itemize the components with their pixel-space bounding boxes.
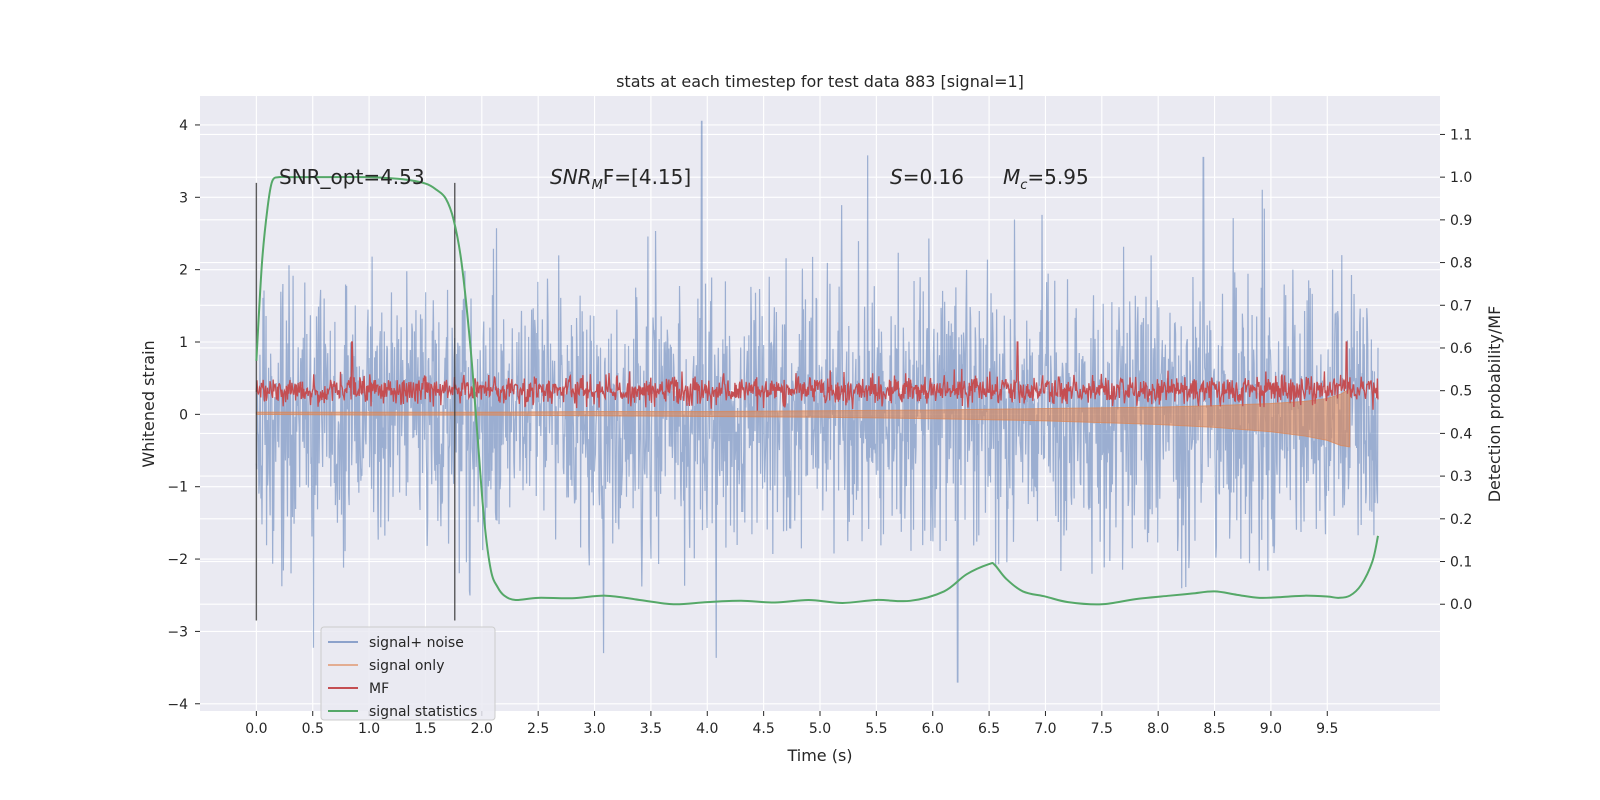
y2-tick-label: 0.3 <box>1450 469 1472 485</box>
x-tick-label: 5.5 <box>865 721 887 737</box>
x-tick-label: 9.5 <box>1316 721 1338 737</box>
y-axis-label: Whitened strain <box>139 340 158 467</box>
y-tick-label: −1 <box>167 480 188 496</box>
chart-title: stats at each timestep for test data 883… <box>616 72 1024 91</box>
y2-tick-label: 0.4 <box>1450 426 1472 442</box>
x-tick-label: 3.0 <box>583 721 605 737</box>
overlay-layer <box>255 175 1379 621</box>
y-tick-label: −2 <box>167 552 188 568</box>
legend: signal+ noise signal only MF signal statist… <box>320 626 496 721</box>
x-tick-label: 1.5 <box>414 721 436 737</box>
y-tick-label: 3 <box>179 190 188 206</box>
series-signal-statistics-line <box>255 175 1379 606</box>
annotation-snr-opt: SNR_opt=4.53 <box>279 165 425 189</box>
x-tick-label: 6.0 <box>922 721 944 737</box>
x-tick-label: 0.0 <box>245 721 267 737</box>
x-tick-label: 7.5 <box>1091 721 1113 737</box>
y2-tick-label: 0.6 <box>1450 341 1472 357</box>
y2-tick-label: 0.5 <box>1450 384 1472 400</box>
x-tick-label: 0.5 <box>302 721 324 737</box>
snr-mf-sub: M <box>592 178 603 193</box>
legend-label: signal+ noise <box>369 635 464 651</box>
y2-tick-label: 0.1 <box>1450 555 1472 571</box>
x-tick-label: 2.0 <box>471 721 493 737</box>
y2-tick-label: 0.9 <box>1450 213 1472 229</box>
data-layer <box>255 120 1379 683</box>
mc-italic: M <box>1003 165 1020 189</box>
y2-tick-label: 1.1 <box>1450 127 1472 143</box>
y-tick-label: 4 <box>179 118 188 134</box>
x-tick-label: 9.0 <box>1260 721 1282 737</box>
y-tick-label: 0 <box>179 407 188 423</box>
x-tick-label: 8.5 <box>1203 721 1225 737</box>
snr-mf-rest: F=[4.15] <box>603 165 691 189</box>
s-italic: S <box>890 165 903 189</box>
y-tick-label: 2 <box>179 263 188 279</box>
y-tick-label: 1 <box>179 335 188 351</box>
x-tick-label: 6.5 <box>978 721 1000 737</box>
annotation-mc: Mc=5.95 <box>1003 165 1089 193</box>
annotation-snr-mf: SNRMF=[4.15] <box>550 165 691 193</box>
x-tick-label: 7.0 <box>1034 721 1056 737</box>
x-axis-label: Time (s) <box>786 746 852 765</box>
ticks: 0.0 0.5 1.0 1.5 2.0 2.5 3.0 3.5 4.0 4.5 5.0 5.5 6.0 6… <box>167 118 1472 737</box>
x-tick-label: 1.0 <box>358 721 380 737</box>
y-tick-label: −3 <box>167 624 188 640</box>
y-tick-label: −4 <box>167 697 188 713</box>
s-value: =0.16 <box>903 165 964 189</box>
y2-tick-label: 0.2 <box>1450 512 1472 528</box>
x-tick-label: 3.5 <box>640 721 662 737</box>
annotation-s: S=0.16 <box>890 165 964 189</box>
legend-label: MF <box>369 681 389 697</box>
x-tick-label: 5.0 <box>809 721 831 737</box>
y2-tick-label: 0.7 <box>1450 298 1472 314</box>
legend-label: signal statistics <box>369 704 477 720</box>
x-tick-label: 4.5 <box>753 721 775 737</box>
x-tick-label: 8.0 <box>1147 721 1169 737</box>
series-signal-only-band <box>255 388 1351 448</box>
x-tick-label: 2.5 <box>527 721 549 737</box>
y2-tick-label: 0.8 <box>1450 256 1472 272</box>
y2-tick-label: 1.0 <box>1450 170 1472 186</box>
y2-axis-label: Detection probability/MF <box>1485 306 1504 503</box>
x-tick-label: 4.0 <box>696 721 718 737</box>
mc-sub: c <box>1020 178 1027 193</box>
y2-tick-label: 0.0 <box>1450 597 1472 613</box>
series-signal-noise-line <box>255 120 1379 683</box>
snr-mf-prefix: SNR <box>550 165 592 189</box>
series-mf-line <box>255 341 1379 411</box>
legend-label: signal only <box>369 658 444 674</box>
mc-value: =5.95 <box>1027 165 1088 189</box>
legend-box <box>320 626 496 721</box>
